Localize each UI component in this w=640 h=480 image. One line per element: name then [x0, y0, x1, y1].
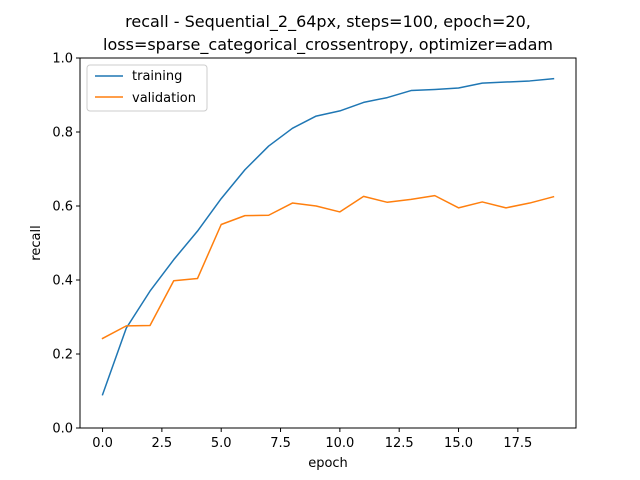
legend-label-training: training [132, 69, 182, 84]
y-tick-label: 0.8 [52, 126, 73, 141]
y-tick-label: 0.6 [52, 200, 73, 215]
x-tick-label: 10.0 [325, 436, 354, 451]
y-tick-label: 0.2 [52, 348, 73, 363]
y-tick-label: 1.0 [52, 52, 73, 67]
x-axis-label: epoch [308, 456, 348, 471]
series-line-training [101, 77, 555, 396]
x-tick-label: 0.0 [92, 436, 113, 451]
plot-frame [80, 58, 576, 428]
y-tick-label: 0.0 [52, 422, 73, 437]
legend-label-validation: validation [132, 91, 196, 106]
plot-area: 0.0 2.5 5.0 7.5 10.0 12.5 15.0 17.5 0.00.20.40.… [52, 52, 577, 451]
x-axis-ticks: 0.0 2.5 5.0 7.5 10.0 12.5 15.0 17.5 [92, 428, 532, 451]
y-tick-label: 0.4 [52, 274, 73, 289]
x-tick-label: 15.0 [444, 436, 473, 451]
chart-title-line-1: recall - Sequential_2_64px, steps=100, e… [125, 12, 531, 32]
x-tick-label: 12.5 [385, 436, 414, 451]
chart-title-line-2: loss=sparse_categorical_crossentropy, op… [103, 35, 553, 55]
series-line-validation [101, 194, 555, 340]
legend: training validation [86, 64, 208, 112]
plot-border [79, 57, 577, 429]
x-tick-label: 2.5 [152, 436, 173, 451]
x-tick-label: 17.5 [503, 436, 532, 451]
x-tick-label: 5.0 [211, 436, 232, 451]
x-tick-label: 7.5 [270, 436, 291, 451]
series-layer [101, 77, 555, 396]
y-axis-label: recall [29, 225, 44, 260]
y-axis-ticks: 0.0 0.2 0.4 0.6 0.8 1.0 [52, 52, 80, 437]
